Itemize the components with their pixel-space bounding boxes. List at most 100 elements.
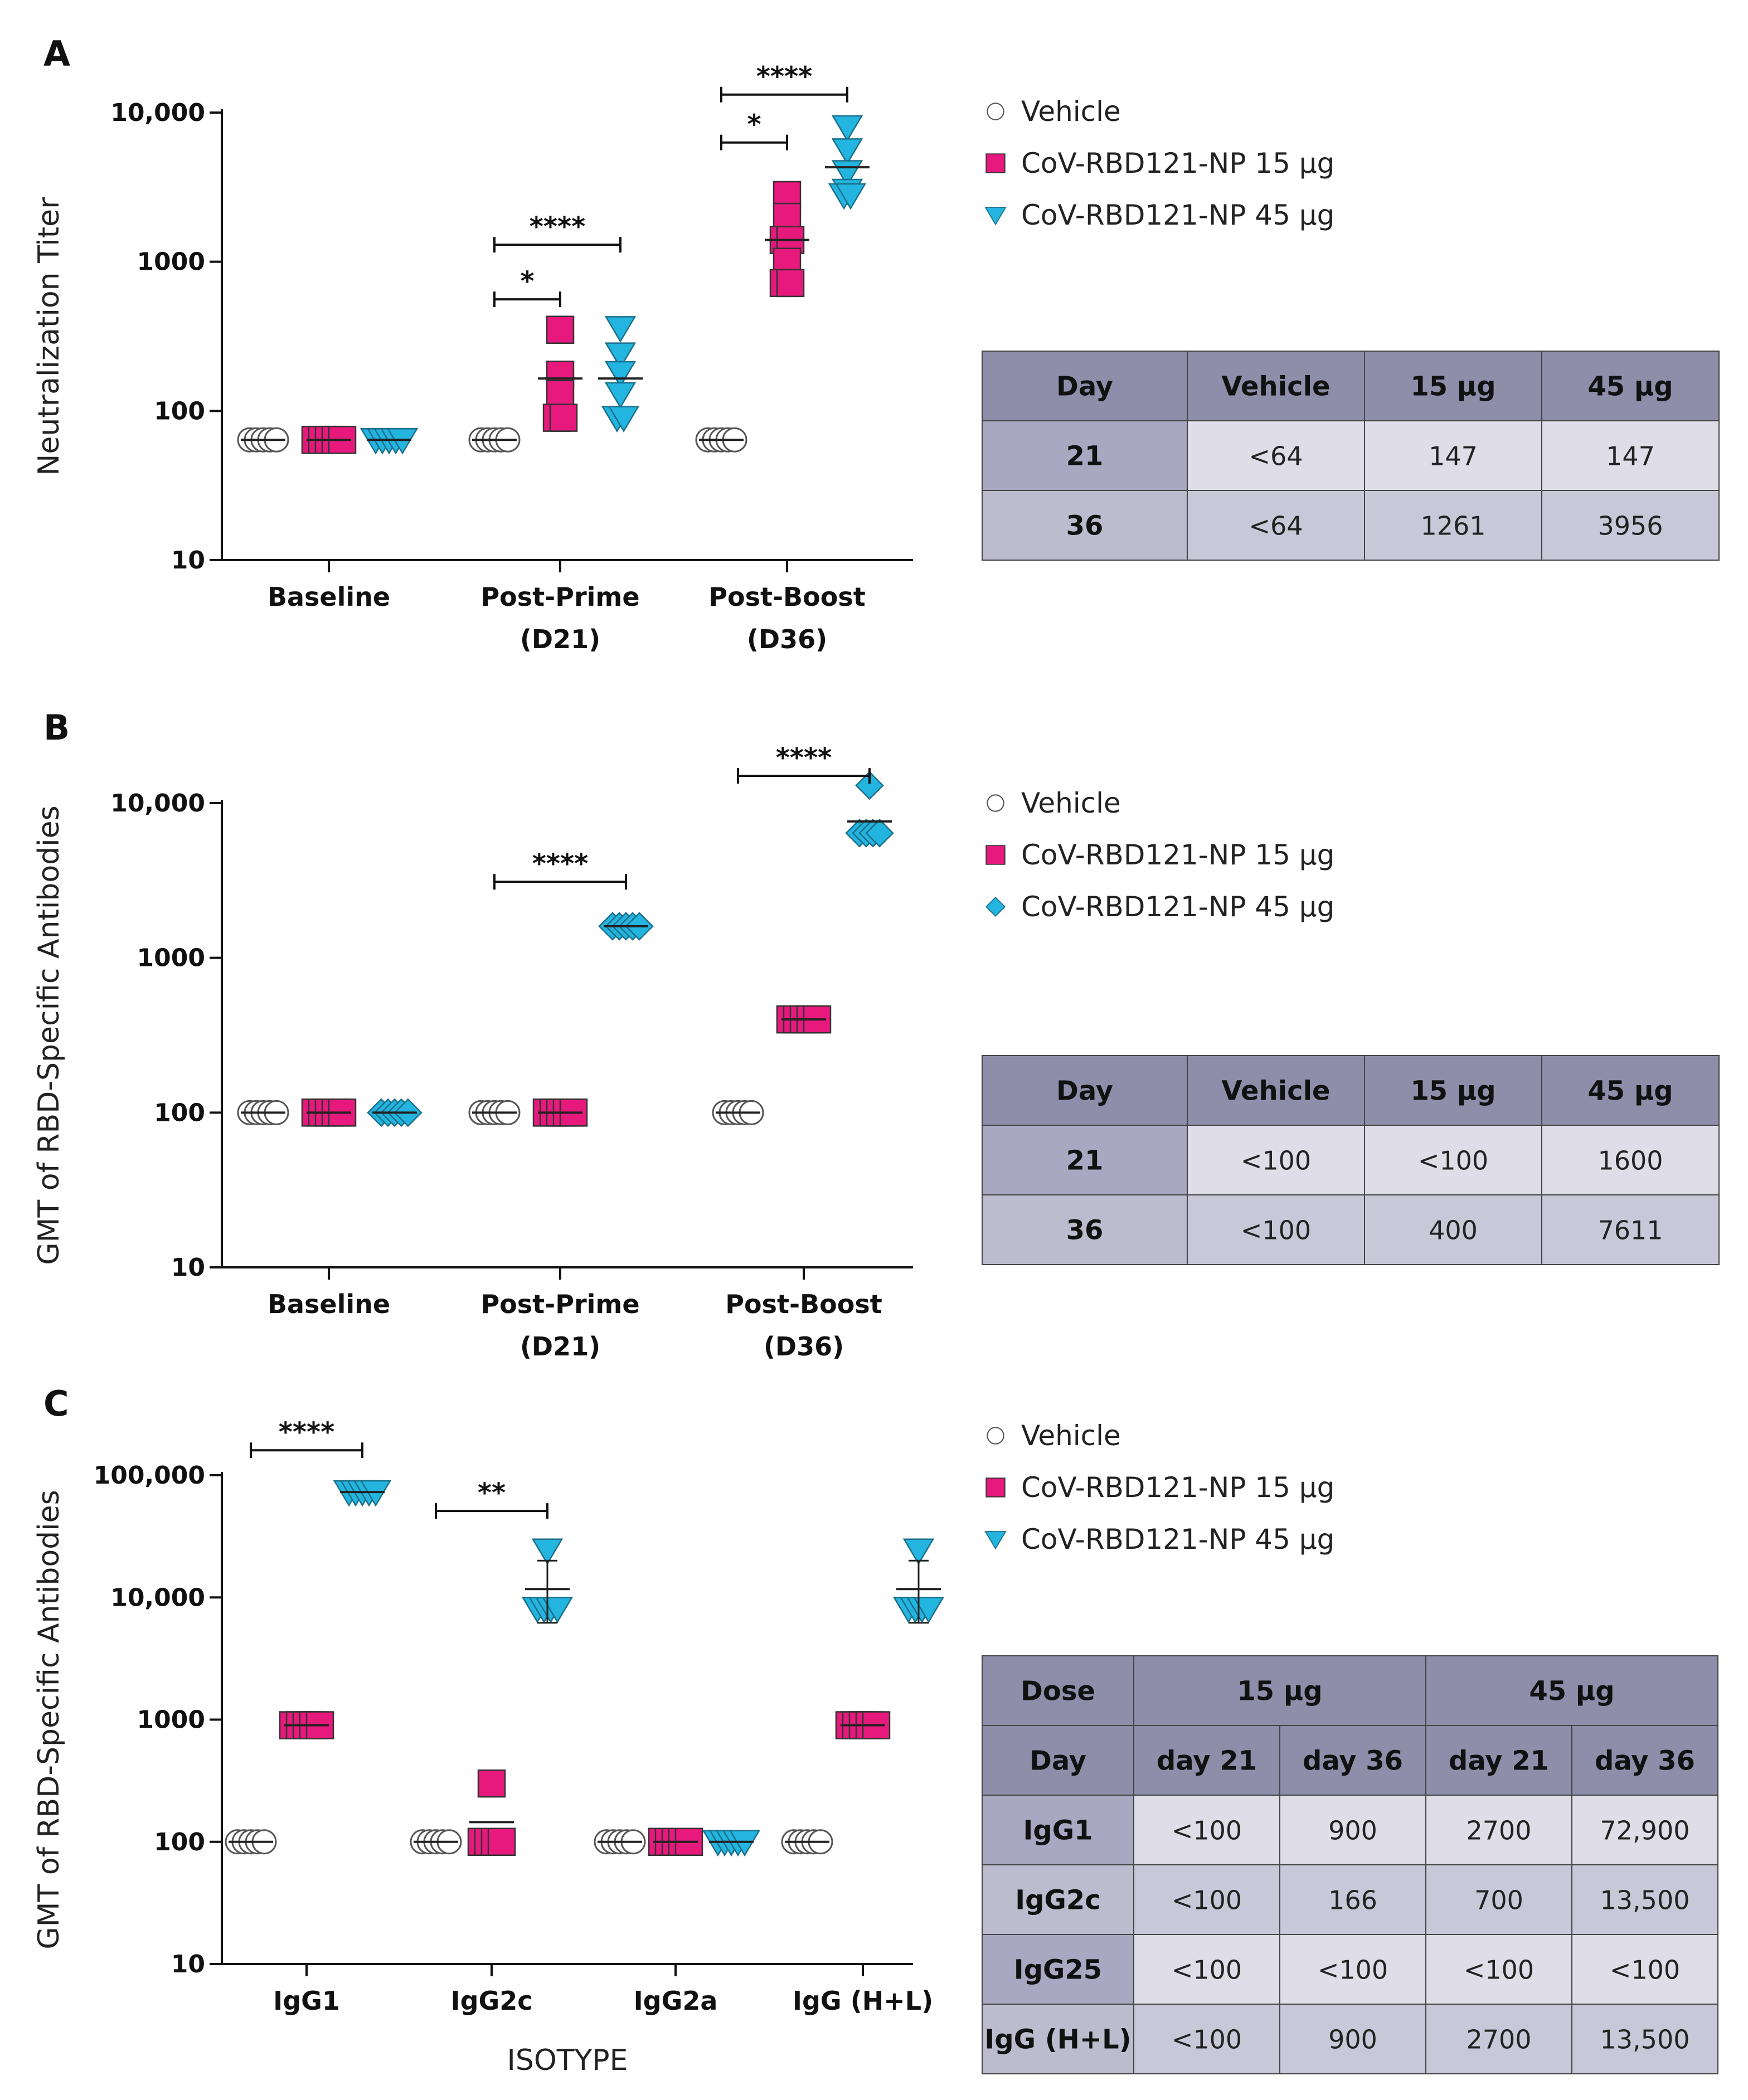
legend-marker <box>985 845 1006 865</box>
y-tick-label: 10,000 <box>110 1583 205 1612</box>
table-header-text: day 21 <box>1449 1746 1549 1777</box>
table-cell <box>1571 2004 1718 2074</box>
table-header-cell <box>1541 1055 1720 1126</box>
table-value: 700 <box>1474 1885 1523 1916</box>
table-cell <box>982 1125 1188 1195</box>
table-value: <100 <box>1464 1955 1534 1985</box>
category-label: Post-Boost <box>708 582 865 612</box>
significance-label: * <box>747 109 761 140</box>
table-header-text: Day <box>1030 1746 1086 1777</box>
significance-label: **** <box>756 61 812 93</box>
table-value: 7611 <box>1598 1216 1663 1246</box>
table-value: 900 <box>1328 1816 1377 1846</box>
chart-b: 10 100 1000 10,000 GMT of RBD-Specific Antib… <box>32 742 913 1362</box>
category-label: Post-Boost <box>725 1289 882 1319</box>
y-tick-label: 1000 <box>137 1706 205 1734</box>
data-point <box>855 771 884 800</box>
table-header-text: 15 µg <box>1410 371 1495 402</box>
table-cell <box>1364 490 1542 561</box>
table-value: <100 <box>1172 1885 1242 1916</box>
table-cell <box>1541 420 1720 491</box>
panel-label-c: C <box>43 1383 69 1424</box>
y-tick-label: 10,000 <box>110 789 205 818</box>
table-header-cell <box>1187 351 1365 421</box>
table-cell <box>1133 1795 1280 1865</box>
table-row-label: IgG (H+L) <box>984 2024 1131 2055</box>
table-header-cell <box>1541 351 1720 421</box>
table-b: Day Vehicle 15 µg 45 µg 21 <100 <100 1600 36 <100… <box>982 1055 1720 1265</box>
chart-a: 10 100 1000 10,000 Neutralization Titer Basel… <box>32 61 913 654</box>
table-row-label: IgG2c <box>1015 1885 1100 1916</box>
data-point <box>831 138 863 165</box>
legend-c: Vehicle CoV-RBD121-NP 15 µg CoV-RBD121-NP … <box>984 1420 1334 1555</box>
table-cell <box>1571 1934 1718 2005</box>
legend-marker <box>987 794 1004 812</box>
y-tick-label: 100 <box>154 1828 205 1856</box>
table-header-text: Vehicle <box>1221 1076 1330 1107</box>
category-label: (D21) <box>520 1331 600 1362</box>
table-cell <box>1187 490 1365 561</box>
table-header-text: 45 µg <box>1587 371 1673 402</box>
legend-marker <box>985 1477 1006 1498</box>
data-point <box>549 404 578 432</box>
legend-label: CoV-RBD121-NP 45 µg <box>1021 199 1334 231</box>
table-value: <100 <box>1318 1955 1388 1985</box>
significance-label: **** <box>532 848 588 879</box>
table-cell <box>982 1194 1188 1265</box>
table-value: <100 <box>1610 1955 1680 1985</box>
table-value: <100 <box>1418 1146 1488 1176</box>
table-cell <box>1425 2004 1572 2074</box>
y-tick-label: 10,000 <box>110 99 205 127</box>
table-a: Day Vehicle 15 µg 45 µg 21 <64 147 147 36 <64 1261… <box>982 351 1720 561</box>
chart-c: 10 100 1000 10,000 100,000 GMT of RBD-Specifi… <box>32 1417 945 2077</box>
table-value: <64 <box>1249 441 1303 471</box>
table-cell <box>1279 1864 1426 1935</box>
significance-label: ** <box>478 1477 506 1509</box>
table-value: 13,500 <box>1600 1885 1690 1916</box>
table-header-cell <box>982 1055 1188 1126</box>
data-point <box>865 819 894 848</box>
legend-a: Vehicle CoV-RBD121-NP 15 µg CoV-RBD121-NP … <box>984 95 1334 231</box>
table-header-text: 15 µg <box>1410 1076 1495 1107</box>
y-axis-label: GMT of RBD-Specific Antibodies <box>32 1490 66 1949</box>
data-point <box>834 183 867 210</box>
table-header-cell <box>1425 1725 1572 1796</box>
table-value: 147 <box>1606 441 1655 471</box>
table-value: 900 <box>1328 2025 1377 2055</box>
table-value: 13,500 <box>1600 2025 1690 2055</box>
table-value: 72,900 <box>1600 1816 1690 1846</box>
legend-marker <box>984 207 1007 226</box>
data-point <box>546 380 575 409</box>
table-header-text: Day <box>1056 371 1113 402</box>
legend-label: Vehicle <box>1021 1420 1121 1452</box>
data-point <box>546 315 575 344</box>
legend-label: CoV-RBD121-NP 15 µg <box>1021 147 1334 179</box>
y-axis-label: GMT of RBD-Specific Antibodies <box>32 805 66 1265</box>
table-header-text: Vehicle <box>1221 371 1330 402</box>
legend-label: CoV-RBD121-NP 15 µg <box>1021 1471 1334 1504</box>
table-cell <box>1571 1795 1718 1865</box>
significance-label: **** <box>279 1417 334 1448</box>
table-header-cell <box>1364 1055 1542 1126</box>
table-header-cell <box>982 1655 1134 1726</box>
table-cell <box>1425 1795 1572 1865</box>
y-tick-label: 100 <box>154 397 205 425</box>
panel-label-a: A <box>43 33 70 74</box>
y-axis-label: Neutralization Titer <box>32 197 66 476</box>
legend-marker <box>984 1531 1007 1550</box>
y-tick-label: 10 <box>171 546 205 575</box>
panel-label-b: B <box>43 707 70 748</box>
table-row-label: 21 <box>1066 441 1104 472</box>
table-cell <box>982 490 1188 561</box>
y-tick-label: 1000 <box>137 248 205 276</box>
table-cell <box>982 420 1188 491</box>
table-header-cell <box>1425 1655 1718 1726</box>
table-header-text: day 21 <box>1157 1746 1257 1777</box>
table-header-text: day 36 <box>1595 1746 1695 1777</box>
table-cell <box>1187 420 1365 491</box>
table-value: 2700 <box>1466 2025 1531 2055</box>
table-header-text: Dose <box>1021 1676 1095 1707</box>
category-label: (D21) <box>520 624 600 654</box>
table-value: <100 <box>1241 1216 1311 1246</box>
